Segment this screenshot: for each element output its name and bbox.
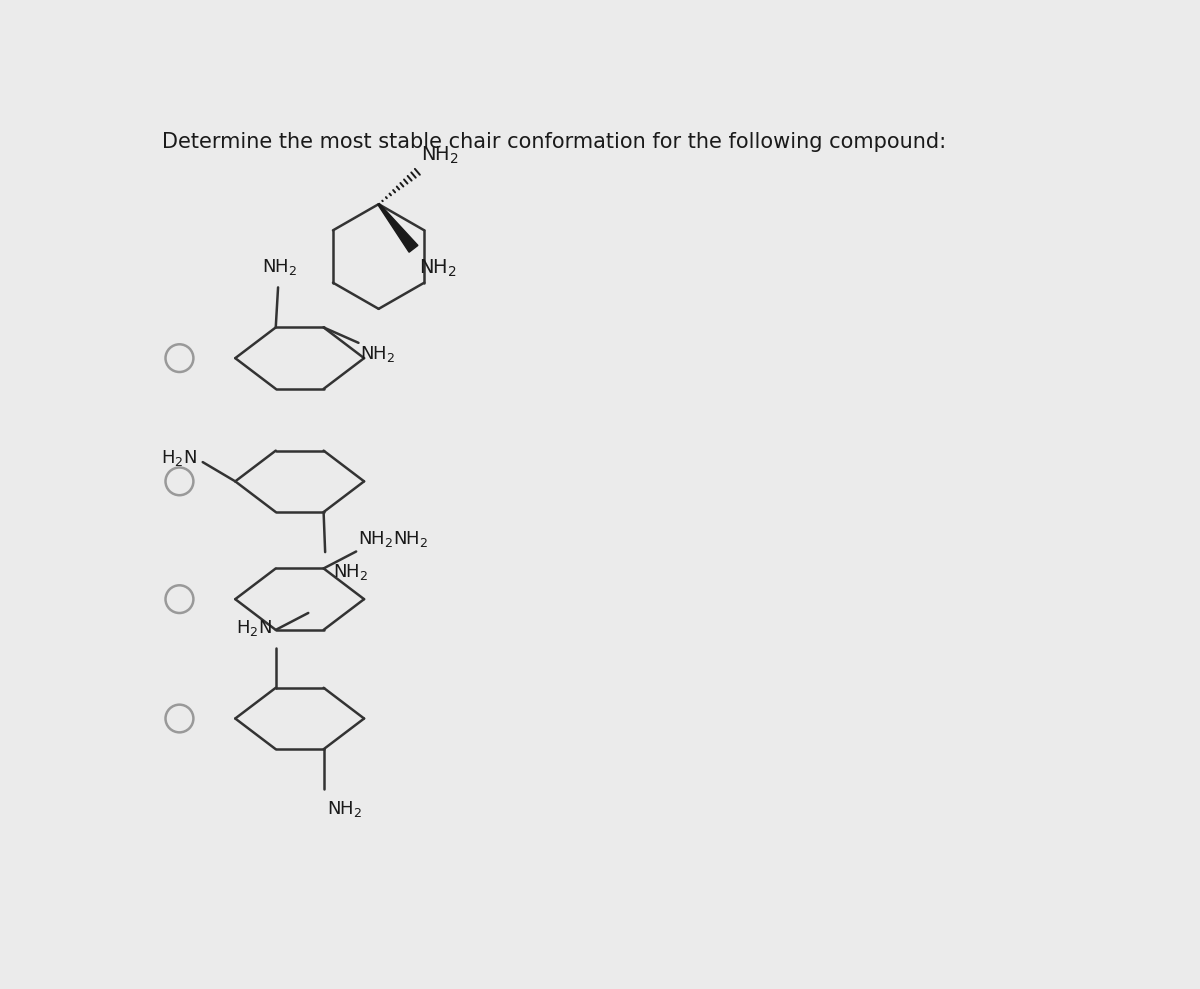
Text: NH$_2$: NH$_2$ — [332, 562, 368, 583]
Text: NH$_2$NH$_2$: NH$_2$NH$_2$ — [358, 529, 428, 549]
Text: H$_2$N: H$_2$N — [161, 448, 197, 468]
Text: NH$_2$: NH$_2$ — [262, 257, 298, 277]
Polygon shape — [378, 204, 418, 252]
Text: NH$_2$: NH$_2$ — [421, 144, 460, 165]
Text: NH$_2$: NH$_2$ — [328, 799, 362, 819]
Text: H$_2$N: H$_2$N — [236, 618, 272, 638]
Text: Determine the most stable chair conformation for the following compound:: Determine the most stable chair conforma… — [162, 132, 946, 151]
Text: NH$_2$: NH$_2$ — [360, 344, 395, 364]
Text: NH$_2$: NH$_2$ — [419, 258, 457, 279]
